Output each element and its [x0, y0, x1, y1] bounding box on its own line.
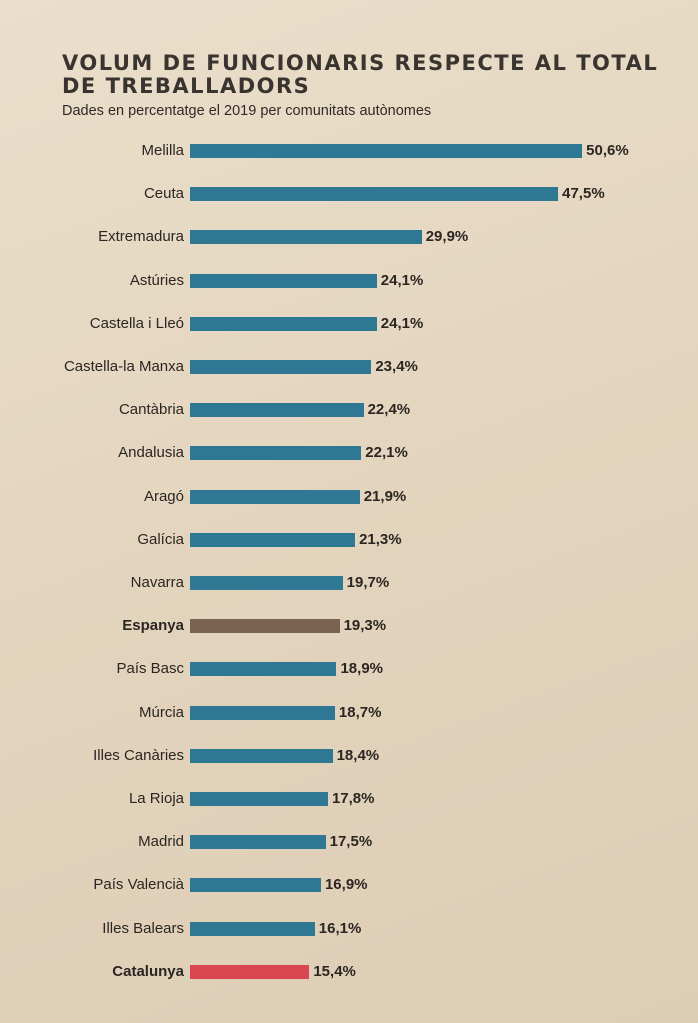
value-label: 16,1% — [318, 919, 362, 937]
bar-row: Navarra 19,7% — [0, 571, 698, 595]
value-label: 24,1% — [380, 314, 424, 332]
value-label: 22,1% — [365, 444, 408, 462]
value-label: 22,4% — [367, 401, 411, 419]
bar — [190, 403, 364, 418]
category-label: Extremadura — [98, 228, 184, 246]
bar-row: Múrcia 18,7% — [0, 701, 698, 725]
bar-row: Astúries 24,1% — [0, 269, 698, 293]
bar-row: País Basc 18,9% — [0, 657, 698, 681]
bar-row: Melilla 50,6% — [0, 139, 698, 163]
category-label: Cantàbria — [118, 401, 184, 419]
bar-row: País Valencià 16,9% — [0, 873, 698, 897]
chart-subtitle: Dades en percentatge el 2019 per comunit… — [62, 103, 432, 119]
chart-title: VOLUM DE FUNCIONARIS RESPECTE AL TOTAL D… — [62, 51, 659, 98]
value-label: 19,7% — [346, 574, 390, 591]
bar — [190, 792, 328, 806]
bar — [190, 921, 315, 936]
value-label: 15,4% — [313, 962, 356, 980]
category-label: Catalunya — [112, 962, 184, 980]
category-label: Castella i Lleó — [89, 314, 184, 332]
category-label: Múrcia — [138, 703, 184, 721]
category-label: Astúries — [129, 271, 184, 289]
category-label: Espanya — [122, 617, 184, 635]
bar — [190, 748, 333, 763]
value-label: 18,7% — [338, 703, 382, 721]
bar — [190, 532, 356, 547]
value-label: 18,4% — [336, 746, 380, 764]
bar — [190, 489, 360, 504]
value-label: 18,9% — [340, 660, 384, 678]
bar-row: Andalusia 22,1% — [0, 441, 698, 465]
category-label: Aragó — [143, 487, 184, 505]
category-label: Madrid — [138, 833, 184, 851]
bar — [190, 187, 559, 202]
bar-row: Cantàbria 22,4% — [0, 398, 698, 422]
value-label: 24,1% — [380, 271, 424, 289]
bar — [190, 230, 422, 245]
category-label: Galícia — [137, 530, 184, 548]
value-label: 29,9% — [425, 228, 469, 246]
bar — [190, 964, 310, 979]
value-label: 17,8% — [331, 790, 375, 807]
value-label: 47,5% — [562, 185, 605, 203]
bar-row: Castella i Lleó 24,1% — [0, 312, 698, 336]
value-label: 17,5% — [329, 833, 373, 851]
bar — [190, 835, 326, 850]
value-label: 21,3% — [359, 530, 402, 548]
category-label: Illes Canàries — [93, 746, 184, 764]
bar-row: Illes Canàries 18,4% — [0, 744, 698, 768]
category-label: Illes Balears — [102, 919, 184, 937]
bar-row: Illes Balears 16,1% — [0, 917, 698, 941]
bar — [190, 576, 343, 590]
category-label: País Valencià — [93, 876, 184, 894]
bar — [190, 662, 337, 677]
bar — [190, 273, 377, 288]
category-label: Andalusia — [118, 444, 184, 462]
bar-row: Extremadura 29,9% — [0, 225, 698, 249]
bar-row: Castella-la Manxa 23,4% — [0, 355, 698, 379]
bar-row: Galícia 21,3% — [0, 528, 698, 552]
bar-row: La Rioja 17,8% — [0, 787, 698, 811]
category-label: País Basc — [116, 660, 184, 678]
value-label: 23,4% — [375, 358, 418, 375]
value-label: 16,9% — [324, 876, 368, 894]
bar — [190, 705, 335, 720]
bar — [190, 619, 340, 634]
bar-row: Espanya 19,3% — [0, 614, 698, 638]
value-label: 50,6% — [586, 142, 629, 159]
bar-row: Madrid 17,5% — [0, 830, 698, 854]
bar — [190, 144, 583, 158]
category-label: Navarra — [130, 574, 184, 591]
value-label: 19,3% — [343, 617, 387, 635]
bar — [190, 360, 372, 374]
bar — [190, 316, 377, 331]
category-label: La Rioja — [128, 790, 184, 807]
category-label: Castella-la Manxa — [63, 358, 184, 375]
value-label: 21,9% — [363, 487, 407, 505]
bar — [190, 878, 321, 893]
bar-row: Aragó 21,9% — [0, 485, 698, 509]
bar-row: Catalunya 15,4% — [0, 960, 698, 984]
bar — [190, 446, 362, 461]
category-label: Ceuta — [143, 185, 184, 203]
category-label: Melilla — [141, 142, 184, 159]
bar-row: Ceuta 47,5% — [0, 182, 698, 206]
